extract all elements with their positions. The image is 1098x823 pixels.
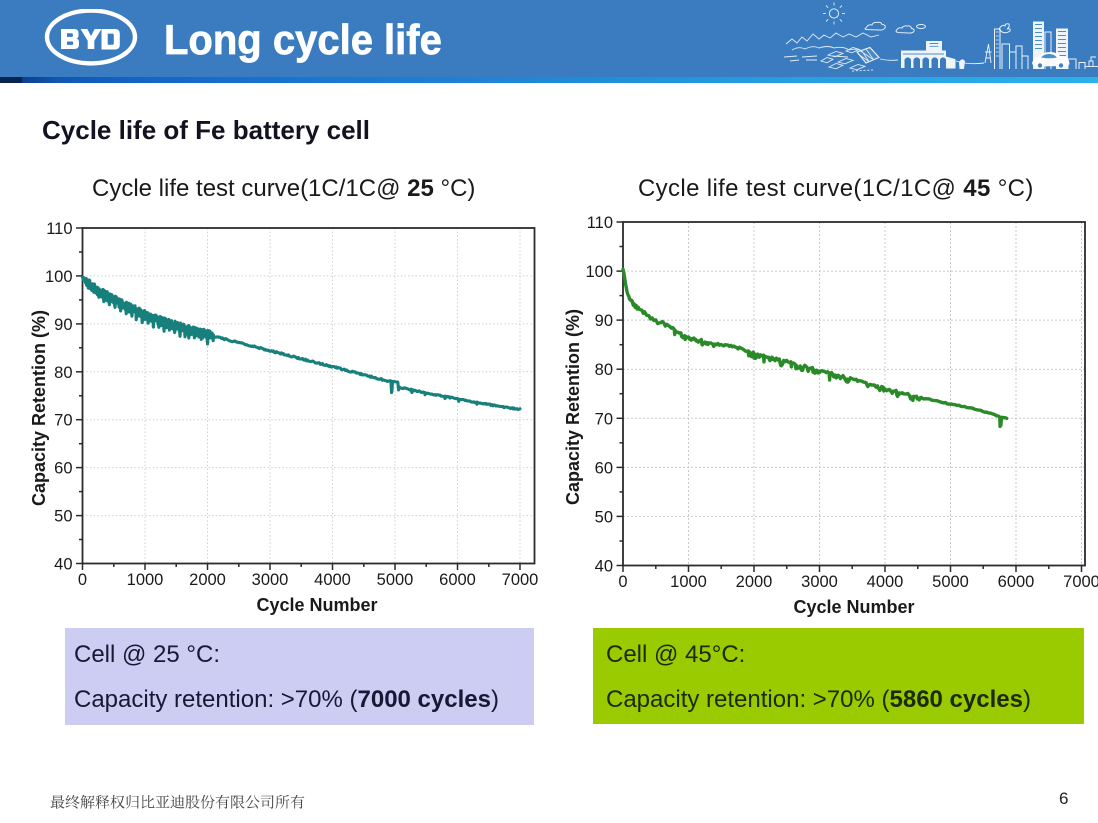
svg-text:40: 40 — [54, 556, 72, 574]
svg-text:2000: 2000 — [736, 573, 773, 591]
svg-text:60: 60 — [595, 459, 613, 477]
svg-text:90: 90 — [54, 316, 72, 334]
svg-text:6000: 6000 — [439, 571, 476, 589]
svg-text:40: 40 — [595, 558, 613, 576]
svg-text:Cycle Number: Cycle Number — [256, 595, 377, 615]
svg-text:7000: 7000 — [502, 571, 539, 589]
svg-text:4000: 4000 — [867, 573, 904, 591]
svg-text:90: 90 — [595, 312, 613, 330]
svg-text:0: 0 — [618, 573, 627, 591]
svg-text:60: 60 — [54, 460, 72, 478]
svg-text:0: 0 — [78, 571, 87, 589]
svg-text:Cycle Number: Cycle Number — [793, 597, 914, 617]
svg-text:7000: 7000 — [1063, 573, 1098, 591]
svg-text:6000: 6000 — [998, 573, 1035, 591]
svg-text:Capacity Retention (%): Capacity Retention (%) — [563, 309, 583, 505]
svg-text:100: 100 — [45, 268, 73, 286]
svg-text:110: 110 — [587, 214, 613, 232]
svg-text:2000: 2000 — [189, 571, 226, 589]
svg-text:70: 70 — [54, 412, 72, 430]
svg-text:50: 50 — [595, 508, 613, 526]
svg-text:4000: 4000 — [314, 571, 351, 589]
svg-text:5000: 5000 — [377, 571, 414, 589]
svg-text:70: 70 — [595, 410, 613, 428]
svg-text:110: 110 — [46, 220, 72, 238]
svg-text:1000: 1000 — [670, 573, 707, 591]
svg-text:50: 50 — [54, 508, 72, 526]
svg-text:100: 100 — [585, 263, 613, 281]
svg-text:1000: 1000 — [127, 571, 164, 589]
svg-text:3000: 3000 — [252, 571, 289, 589]
svg-text:80: 80 — [595, 361, 613, 379]
svg-text:80: 80 — [54, 364, 72, 382]
svg-text:5000: 5000 — [932, 573, 969, 591]
svg-text:Capacity Retention (%): Capacity Retention (%) — [29, 310, 49, 506]
svg-text:3000: 3000 — [801, 573, 838, 591]
